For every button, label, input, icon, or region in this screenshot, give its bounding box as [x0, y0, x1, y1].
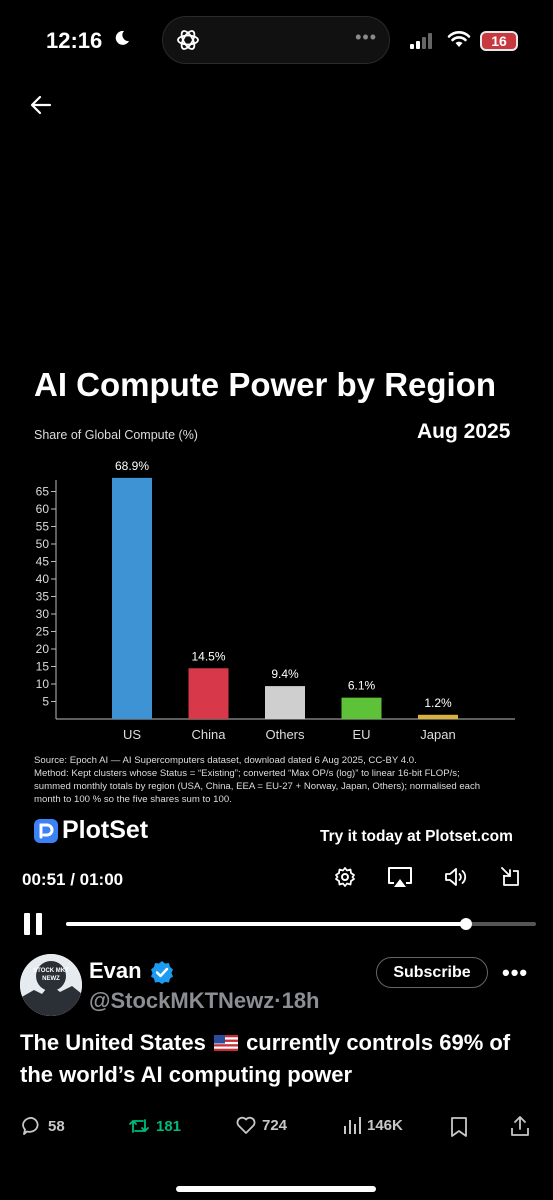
chart-date: Aug 2025 [417, 420, 511, 443]
source-line: summed monthly totals by region (USA, Ch… [34, 781, 481, 792]
brand-name: PlotSet [62, 816, 149, 844]
y-tick-label: 15 [36, 660, 50, 674]
y-tick-label: 35 [36, 590, 50, 604]
chatgpt-logo-icon [177, 30, 199, 50]
plotset-logo-icon [34, 818, 58, 843]
reply-count: 58 [48, 1117, 65, 1135]
x-tick-label: Japan [420, 727, 455, 742]
cellular-signal-icon [410, 33, 432, 49]
pause-icon[interactable] [22, 912, 44, 936]
plotset-brand: PlotSet [34, 816, 148, 845]
subscribe-button[interactable]: Subscribe [376, 957, 488, 988]
settings-gear-icon[interactable] [334, 866, 356, 888]
y-tick-label: 5 [42, 695, 49, 709]
video-progress-bar[interactable] [66, 922, 536, 926]
avatar-text: NEWZ [42, 976, 60, 982]
chart-y-label: Share of Global Compute (%) [34, 428, 198, 442]
avatar-text: STOCK MKT [33, 968, 69, 974]
views-button[interactable]: 146K [343, 1116, 403, 1134]
y-tick-label: 65 [36, 485, 50, 499]
avatar[interactable]: STOCK MKT NEWZ [20, 954, 82, 1016]
data-label: 68.9% [115, 459, 149, 473]
y-tick-label: 45 [36, 555, 50, 569]
x-tick-label: Others [265, 727, 305, 742]
y-tick-label: 10 [36, 677, 50, 691]
author-name[interactable]: Evan [89, 958, 142, 983]
video-time: 00:51 / 01:00 [22, 870, 124, 889]
bookmark-icon[interactable] [450, 1116, 468, 1138]
author-handle: @StockMKTNewz [89, 988, 275, 1013]
bar-japan [418, 714, 458, 719]
post-age: 18h [281, 988, 320, 1013]
status-time: 12:16 [46, 28, 103, 53]
video-progress-fill [66, 922, 466, 926]
bar-eu [341, 697, 382, 719]
source-line: Method: Kept clusters whose Status = “Ex… [34, 768, 460, 779]
bar-china [188, 668, 229, 719]
y-tick-label: 20 [36, 642, 50, 656]
wifi-icon [447, 31, 471, 47]
x-tick-label: China [192, 727, 227, 742]
verified-badge-icon [151, 961, 173, 984]
y-tick-label: 60 [36, 502, 50, 516]
back-arrow-icon[interactable] [30, 94, 52, 116]
airplay-icon[interactable] [387, 866, 413, 890]
author-handle-line[interactable]: @StockMKTNewz·18h [89, 988, 320, 1014]
x-tick-label: US [123, 727, 141, 742]
views-chart-icon [344, 1117, 361, 1134]
data-label: 9.4% [271, 667, 299, 681]
chart-source-note: Source: Epoch AI — AI Supercomputers dat… [34, 754, 524, 806]
y-tick-label: 55 [36, 520, 50, 534]
reply-button[interactable]: 58 [22, 1116, 65, 1136]
volume-icon[interactable] [444, 866, 468, 888]
more-options-icon[interactable]: ••• [502, 960, 529, 985]
share-icon[interactable] [510, 1115, 530, 1137]
bar-chart: 5 10 15 20 25 30 35 40 45 50 55 60 65 68.9% US 14.5% Chi… [36, 459, 515, 742]
moon-icon [115, 30, 129, 45]
home-indicator[interactable] [176, 1186, 376, 1192]
battery-indicator: 16 [480, 31, 518, 51]
bar-others [265, 686, 305, 719]
post-text: The United States currently controls 69%… [20, 1027, 540, 1091]
us-flag-icon [213, 1035, 238, 1051]
chart-title: AI Compute Power by Region [34, 366, 497, 403]
source-line: Source: Epoch AI — AI Supercomputers dat… [34, 755, 417, 766]
y-tick-label: 50 [36, 537, 50, 551]
video-scrubber-handle[interactable] [459, 918, 472, 930]
source-line: month to 100 % so the five shares sum to… [34, 794, 232, 805]
data-label: 6.1% [348, 679, 376, 693]
brand-cta: Try it today at Plotset.com [320, 828, 513, 845]
like-button[interactable]: 724 [236, 1116, 287, 1134]
minimize-icon[interactable] [500, 866, 522, 888]
reply-icon [22, 1117, 39, 1135]
data-label: 14.5% [191, 649, 225, 663]
x-tick-label: EU [352, 727, 370, 742]
post-text-end: currently controls 69% of the world’s AI… [20, 1030, 511, 1087]
post-text-start: The United States [20, 1030, 206, 1055]
repost-button[interactable]: 181 [128, 1116, 181, 1136]
y-tick-label: 30 [36, 607, 50, 621]
repost-icon [129, 1119, 149, 1133]
island-dots-icon: ••• [355, 27, 377, 47]
repost-count: 181 [156, 1117, 182, 1135]
dynamic-island[interactable]: ••• [162, 16, 390, 64]
data-label: 1.2% [424, 696, 452, 710]
avatar-image: STOCK MKT NEWZ [20, 954, 82, 1016]
heart-icon [236, 1116, 256, 1134]
view-count: 146K [367, 1116, 403, 1134]
like-count: 724 [262, 1116, 288, 1134]
bar-us [112, 477, 152, 719]
y-tick-label: 25 [36, 625, 50, 639]
y-tick-label: 40 [36, 572, 50, 586]
separator-dot: · [274, 988, 282, 1013]
